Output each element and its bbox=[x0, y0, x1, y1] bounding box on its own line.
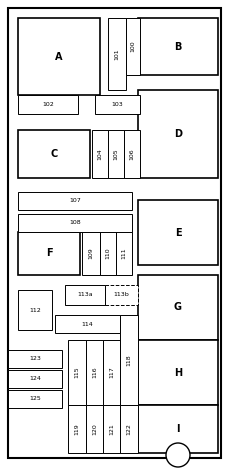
Text: 120: 120 bbox=[92, 423, 97, 435]
Bar bbox=[18, 95, 78, 114]
Text: 111: 111 bbox=[122, 248, 126, 259]
Text: E: E bbox=[175, 227, 181, 237]
Text: 103: 103 bbox=[112, 102, 123, 107]
Text: 112: 112 bbox=[29, 307, 41, 313]
Bar bbox=[8, 390, 62, 408]
Text: 110: 110 bbox=[106, 248, 111, 259]
Bar bbox=[108, 130, 124, 178]
Text: 108: 108 bbox=[69, 220, 81, 226]
Text: 123: 123 bbox=[29, 357, 41, 361]
Bar bbox=[65, 285, 105, 305]
Text: D: D bbox=[174, 129, 182, 139]
Text: C: C bbox=[50, 149, 58, 159]
Text: 119: 119 bbox=[74, 423, 79, 435]
Text: 118: 118 bbox=[126, 354, 131, 366]
Text: 116: 116 bbox=[92, 367, 97, 378]
Bar bbox=[86, 340, 103, 405]
Bar bbox=[124, 130, 140, 178]
Bar bbox=[138, 340, 218, 405]
Bar bbox=[105, 285, 138, 305]
Bar bbox=[86, 405, 103, 453]
Bar bbox=[92, 130, 108, 178]
Bar bbox=[18, 290, 52, 330]
Bar bbox=[138, 405, 218, 453]
Bar bbox=[8, 350, 62, 368]
Text: 122: 122 bbox=[126, 423, 131, 435]
Bar bbox=[100, 232, 116, 275]
Text: 113a: 113a bbox=[77, 292, 93, 298]
Bar bbox=[138, 200, 218, 265]
Bar bbox=[120, 405, 138, 453]
Text: 114: 114 bbox=[82, 322, 93, 327]
Bar bbox=[18, 214, 132, 232]
Bar bbox=[18, 232, 80, 275]
Text: 102: 102 bbox=[42, 102, 54, 107]
Bar bbox=[138, 275, 218, 340]
Text: 105: 105 bbox=[114, 148, 118, 160]
Bar bbox=[68, 340, 86, 405]
Text: I: I bbox=[176, 424, 180, 434]
Bar bbox=[18, 18, 100, 95]
Text: B: B bbox=[174, 42, 182, 51]
Text: 117: 117 bbox=[109, 366, 114, 378]
Text: 101: 101 bbox=[114, 48, 120, 60]
Text: H: H bbox=[174, 367, 182, 378]
Bar bbox=[82, 232, 100, 275]
Circle shape bbox=[166, 443, 190, 467]
Bar bbox=[116, 232, 132, 275]
Text: 104: 104 bbox=[98, 148, 103, 160]
Text: F: F bbox=[46, 249, 52, 258]
Text: A: A bbox=[55, 51, 63, 61]
Bar bbox=[55, 315, 120, 333]
Bar bbox=[126, 18, 140, 75]
Text: 121: 121 bbox=[109, 423, 114, 435]
Bar bbox=[18, 192, 132, 210]
Bar bbox=[68, 405, 86, 453]
Bar bbox=[108, 18, 126, 90]
Bar bbox=[18, 130, 90, 178]
Text: 100: 100 bbox=[131, 41, 136, 52]
Bar bbox=[8, 370, 62, 388]
Bar bbox=[103, 340, 120, 405]
Bar bbox=[103, 405, 120, 453]
Text: 109: 109 bbox=[88, 248, 93, 259]
Bar bbox=[120, 315, 138, 405]
Text: 124: 124 bbox=[29, 376, 41, 381]
Text: 113b: 113b bbox=[114, 292, 129, 298]
Text: 125: 125 bbox=[29, 396, 41, 402]
Bar bbox=[138, 18, 218, 75]
Bar bbox=[138, 90, 218, 178]
Text: G: G bbox=[174, 302, 182, 313]
Text: 115: 115 bbox=[74, 367, 79, 378]
Text: 107: 107 bbox=[69, 198, 81, 204]
Text: 106: 106 bbox=[130, 148, 134, 160]
Bar bbox=[95, 95, 140, 114]
